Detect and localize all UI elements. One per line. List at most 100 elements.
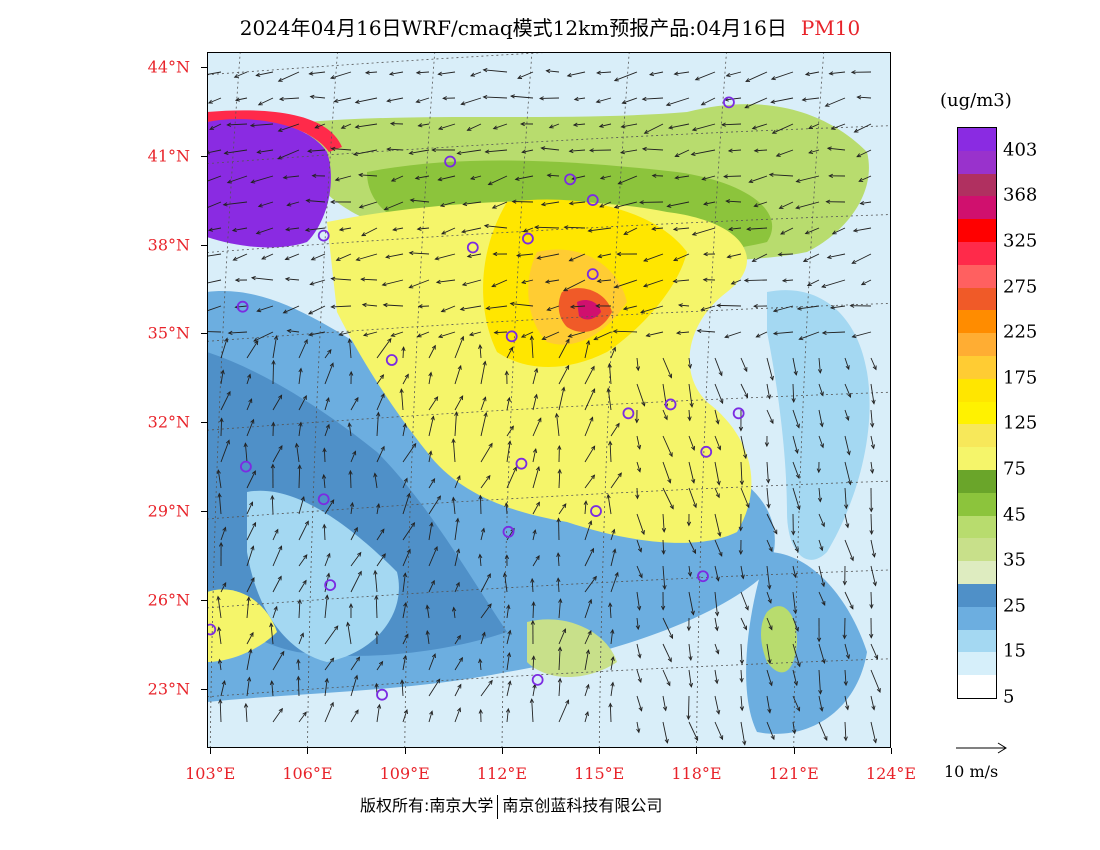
wind-arrow bbox=[399, 388, 404, 411]
wind-arrow bbox=[792, 591, 798, 615]
wind-arrow bbox=[728, 226, 742, 232]
wind-arrow bbox=[310, 253, 326, 261]
wind-arrow bbox=[425, 604, 430, 619]
wind-arrow bbox=[491, 279, 508, 288]
wind-arrow bbox=[869, 513, 874, 536]
wind-arrow bbox=[348, 370, 354, 385]
wind-arrow bbox=[246, 648, 253, 671]
wind-arrow bbox=[870, 539, 876, 558]
wind-arrow bbox=[870, 357, 877, 371]
wind-arrow bbox=[674, 149, 690, 157]
wind-arrow bbox=[209, 123, 222, 130]
wind-arrow bbox=[566, 71, 586, 78]
wind-arrow bbox=[766, 721, 775, 741]
wind-arrow bbox=[584, 683, 590, 697]
lat-tick-label: 44°N bbox=[147, 57, 190, 77]
wind-arrow bbox=[231, 227, 248, 233]
wind-arrow bbox=[532, 529, 537, 541]
wind-arrow bbox=[347, 338, 352, 359]
wind-arrow bbox=[649, 71, 664, 77]
wind-arrow bbox=[348, 469, 353, 489]
wind-arrow bbox=[297, 598, 302, 619]
wind-arrow bbox=[662, 565, 667, 591]
pm10-map[interactable] bbox=[207, 52, 891, 748]
wind-arrow bbox=[817, 487, 823, 503]
wind-arrow bbox=[480, 442, 493, 463]
wind-arrow bbox=[662, 643, 672, 663]
wind-arrow bbox=[321, 473, 327, 489]
wind-arrow bbox=[853, 123, 872, 133]
wind-arrow bbox=[217, 658, 223, 671]
wind-arrow bbox=[451, 606, 457, 619]
colorbar-label: 403 bbox=[1003, 139, 1038, 161]
wind-arrow bbox=[540, 201, 560, 207]
wind-arrow bbox=[298, 554, 308, 567]
wind-arrow bbox=[714, 721, 724, 741]
wind-arrow bbox=[818, 695, 824, 712]
wind-arrow bbox=[636, 643, 642, 659]
wind-arrow bbox=[271, 359, 276, 385]
wind-arrow bbox=[324, 423, 330, 437]
wind-arrow bbox=[216, 595, 222, 619]
wind-arrow bbox=[454, 634, 461, 645]
wind-arrow bbox=[688, 487, 697, 509]
wind-arrow bbox=[818, 539, 824, 552]
colorbar-label: 368 bbox=[1003, 184, 1038, 206]
wind-arrow bbox=[826, 146, 846, 151]
wind-arrow bbox=[666, 201, 690, 208]
wind-arrow bbox=[270, 494, 275, 515]
wind-arrow bbox=[428, 653, 436, 671]
wind-arrow bbox=[234, 97, 248, 102]
wind-arrow bbox=[272, 650, 285, 671]
wind-arrow bbox=[740, 721, 747, 746]
colorbar-swatch bbox=[958, 583, 996, 607]
colorbar-swatch bbox=[958, 264, 996, 288]
wind-arrow bbox=[688, 643, 693, 662]
wind-arrow bbox=[298, 367, 303, 385]
wind-arrow bbox=[207, 149, 222, 155]
wind-arrow bbox=[480, 527, 486, 541]
lat-tick bbox=[201, 688, 207, 690]
wind-arrow bbox=[454, 364, 462, 385]
wind-arrow bbox=[545, 68, 560, 74]
wind-arrow bbox=[842, 617, 847, 640]
wind-arrow bbox=[558, 628, 567, 645]
wind-arrow bbox=[220, 679, 226, 697]
lat-tick bbox=[201, 66, 207, 68]
wind-arrow bbox=[751, 253, 768, 262]
wind-arrow bbox=[842, 565, 847, 586]
wind-arrow bbox=[613, 279, 638, 289]
wind-arrow bbox=[402, 521, 416, 541]
wind-arrow bbox=[483, 223, 508, 229]
wind-arrow bbox=[431, 147, 456, 153]
wind-arrow bbox=[246, 521, 257, 541]
wind-arrow bbox=[541, 331, 560, 340]
wind-arrow bbox=[437, 71, 456, 76]
wind-arrow bbox=[298, 395, 307, 411]
wind-arrow bbox=[568, 201, 586, 206]
wind-arrow bbox=[869, 487, 874, 513]
wind-arrow bbox=[844, 383, 852, 398]
wind-arrow bbox=[584, 598, 593, 619]
wind-arrow bbox=[376, 528, 385, 541]
lon-tick bbox=[696, 748, 698, 754]
wind-arrow bbox=[792, 435, 799, 454]
wind-arrow bbox=[360, 277, 378, 282]
wind-arrow bbox=[583, 500, 588, 515]
wind-arrow bbox=[272, 445, 283, 463]
wind-arrow bbox=[272, 707, 283, 723]
wind-arrow bbox=[843, 669, 848, 687]
wind-arrow bbox=[428, 495, 441, 515]
lat-tick bbox=[201, 511, 207, 513]
wind-arrow bbox=[376, 337, 392, 359]
colorbar-swatch bbox=[958, 287, 996, 311]
wind-arrow bbox=[324, 657, 335, 671]
colorbar-swatch bbox=[958, 355, 996, 379]
wind-arrow bbox=[385, 253, 404, 259]
wind-arrow bbox=[554, 412, 560, 437]
wind-arrow bbox=[437, 331, 456, 339]
wind-arrow bbox=[791, 513, 796, 536]
wind-arrow bbox=[714, 539, 723, 557]
wind-arrow bbox=[454, 707, 462, 723]
wind-arrow bbox=[662, 617, 674, 640]
